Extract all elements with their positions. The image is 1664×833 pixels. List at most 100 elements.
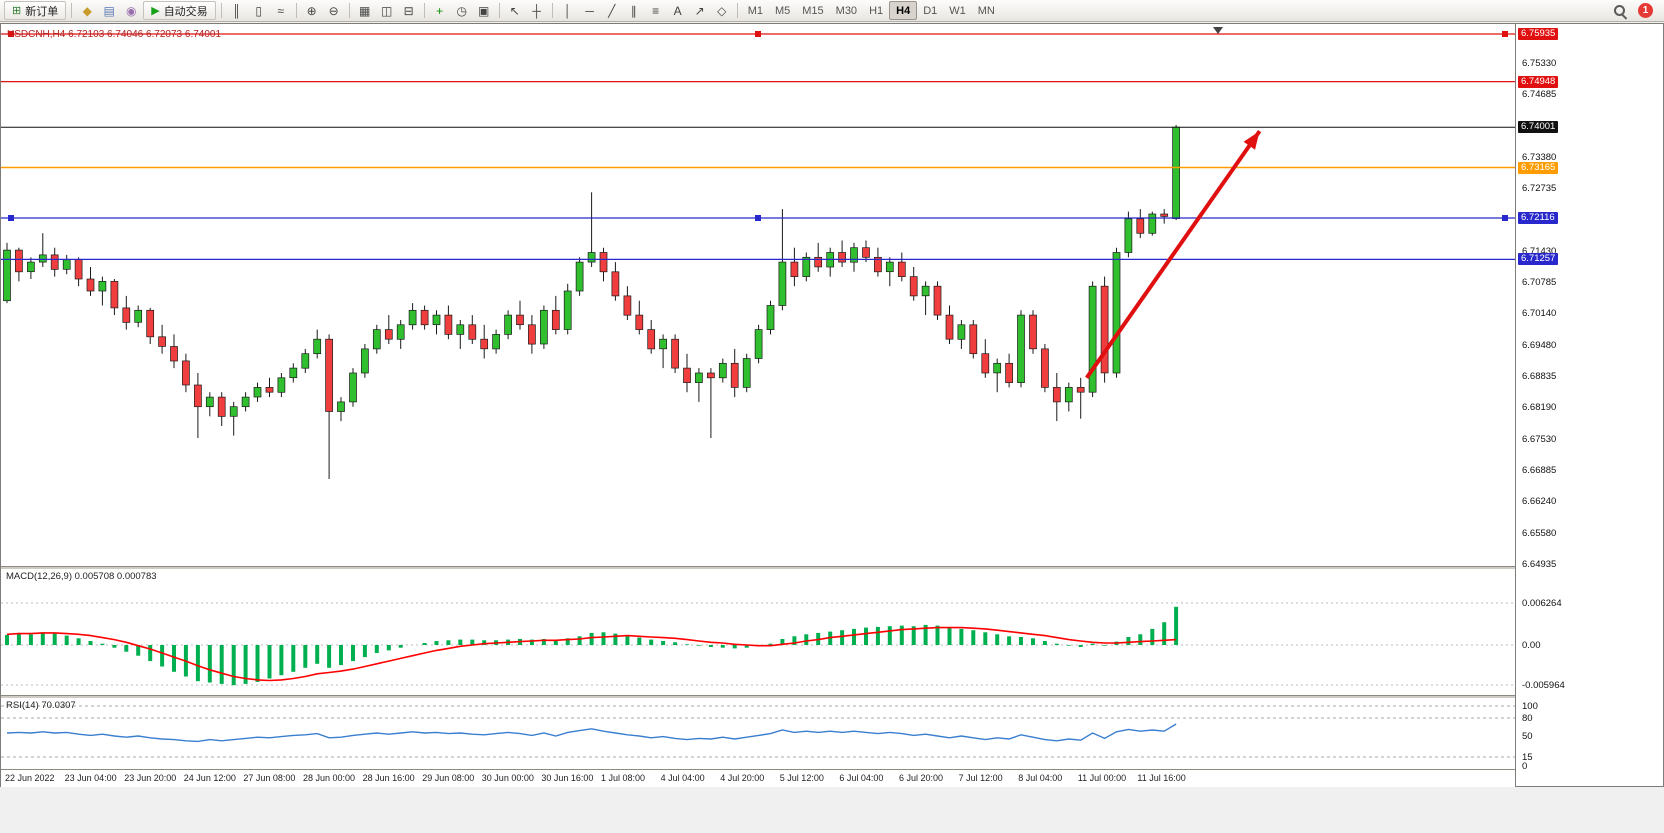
indicators-icon[interactable]: + <box>429 1 451 20</box>
price-tick: 6.68835 <box>1522 371 1557 383</box>
candle <box>1052 373 1061 422</box>
price-badge: 6.72116 <box>1518 212 1558 224</box>
candle <box>623 286 632 320</box>
templates-icon[interactable]: ▣ <box>473 1 495 20</box>
time-label: 22 Jun 2022 <box>5 773 55 783</box>
candle <box>897 252 906 282</box>
new-order-button[interactable]: ⊞ 新订单 <box>4 1 67 20</box>
vertical-line-icon[interactable]: │ <box>557 1 579 20</box>
fibonacci-icon[interactable]: ≡ <box>645 1 667 20</box>
price-tick: 6.70785 <box>1522 277 1557 289</box>
hline-handle[interactable] <box>8 215 14 221</box>
timeframe-m30-button[interactable]: M30 <box>830 1 863 20</box>
new-order-label: 新订单 <box>25 5 59 18</box>
candle <box>504 310 512 340</box>
periods-icon[interactable]: ◷ <box>451 1 473 20</box>
cursor-icon[interactable]: ↖ <box>504 1 526 20</box>
toolbar-separator <box>551 3 553 18</box>
candle <box>1017 310 1025 388</box>
candle <box>921 281 930 316</box>
toolbar-separator <box>295 3 297 18</box>
price-badge: 6.75935 <box>1518 28 1559 40</box>
time-label: 4 Jul 20:00 <box>720 773 765 783</box>
zoom-out-icon[interactable]: ⊖ <box>323 1 345 20</box>
pane-splitter[interactable] <box>1 695 1515 698</box>
timeframe-w1-button[interactable]: W1 <box>943 1 972 20</box>
text-icon[interactable]: A <box>667 1 689 20</box>
candle <box>62 254 71 275</box>
candle <box>575 257 584 296</box>
candle <box>1041 344 1049 393</box>
new-order-icon: ⊞ <box>12 5 22 17</box>
price-tick: 6.73380 <box>1522 152 1557 164</box>
hline-handle[interactable] <box>755 31 761 37</box>
price-tick: 6.72735 <box>1522 183 1557 195</box>
candlestick-chart-icon[interactable]: ▯ <box>248 1 270 20</box>
time-label: 5 Jul 12:00 <box>779 773 824 783</box>
timeframe-m1-button[interactable]: M1 <box>742 1 769 20</box>
chart-shift-marker[interactable] <box>1213 27 1223 34</box>
candle <box>1148 211 1157 236</box>
search-icon[interactable] <box>1612 3 1628 19</box>
timeframe-m15-button[interactable]: M15 <box>796 1 829 20</box>
candle <box>384 315 393 344</box>
time-label: 11 Jul 00:00 <box>1077 773 1127 783</box>
rsi-pane[interactable] <box>1 698 1515 769</box>
line-chart-icon[interactable]: ≈ <box>270 1 292 20</box>
horizontal-line-icon[interactable]: ─ <box>579 1 601 20</box>
candle <box>969 320 978 359</box>
arrows-icon[interactable]: ↗ <box>689 1 711 20</box>
trendline-icon[interactable]: ╱ <box>601 1 623 20</box>
time-label: 27 Jun 08:00 <box>243 773 296 783</box>
rsi-label: RSI(14) 70.0307 <box>6 700 76 711</box>
bar-chart-icon[interactable]: ║ <box>226 1 248 20</box>
candle <box>74 257 83 287</box>
candle <box>516 300 524 330</box>
auto-trading-button[interactable]: ▶ 自动交易 <box>143 1 216 20</box>
macd-signal-line <box>6 626 1177 682</box>
channel-icon[interactable]: ∥ <box>623 1 645 20</box>
notification-badge[interactable]: 1 <box>1638 3 1653 18</box>
time-label: 24 Jun 12:00 <box>183 773 236 783</box>
pane-splitter[interactable] <box>1 566 1515 569</box>
hline-handle[interactable] <box>8 31 14 37</box>
timeframe-h4-button[interactable]: H4 <box>889 1 918 20</box>
candle <box>1172 125 1180 221</box>
candle <box>611 262 620 301</box>
candle <box>1100 276 1109 383</box>
terminal-icon[interactable]: ◉ <box>120 1 142 20</box>
candle <box>98 276 107 306</box>
cascade-windows-icon[interactable]: ◫ <box>376 1 398 20</box>
market-watch-icon[interactable]: ◆ <box>76 1 98 20</box>
candle <box>349 368 357 407</box>
candle <box>480 324 489 359</box>
macd-pane[interactable] <box>1 569 1515 695</box>
hline-handle[interactable] <box>1502 215 1508 221</box>
timeframe-h1-button[interactable]: H1 <box>863 1 889 20</box>
candle <box>1160 209 1169 224</box>
candle <box>659 334 667 369</box>
candle <box>1005 353 1013 388</box>
zoom-in-icon[interactable]: ⊕ <box>301 1 323 20</box>
crosshair-icon[interactable]: ┼ <box>526 1 548 20</box>
shapes-icon[interactable]: ◇ <box>711 1 733 20</box>
hline-handle[interactable] <box>1502 31 1508 37</box>
candle <box>289 363 298 383</box>
arrange-windows-icon[interactable]: ⊟ <box>398 1 420 20</box>
data-window-icon[interactable]: ▤ <box>98 1 120 20</box>
time-label: 28 Jun 00:00 <box>303 773 356 783</box>
timeframe-d1-button[interactable]: D1 <box>917 1 943 20</box>
timeframe-m5-button[interactable]: M5 <box>769 1 796 20</box>
hline-handle[interactable] <box>755 215 761 221</box>
candle <box>217 392 226 426</box>
candle <box>325 334 333 479</box>
main-chart-pane[interactable] <box>1 25 1515 566</box>
tile-windows-icon[interactable]: ▦ <box>354 1 376 20</box>
auto-trading-label: 自动交易 <box>163 5 208 18</box>
candle <box>361 344 369 378</box>
trend-arrow[interactable] <box>1085 129 1262 379</box>
candle <box>540 305 548 349</box>
timeframe-mn-button[interactable]: MN <box>972 1 1001 20</box>
price-badge: 6.73165 <box>1518 161 1559 174</box>
symbol-ohlc: USDCNH,H4 6.72103 6.74046 6.72073 6.7400… <box>7 29 222 40</box>
